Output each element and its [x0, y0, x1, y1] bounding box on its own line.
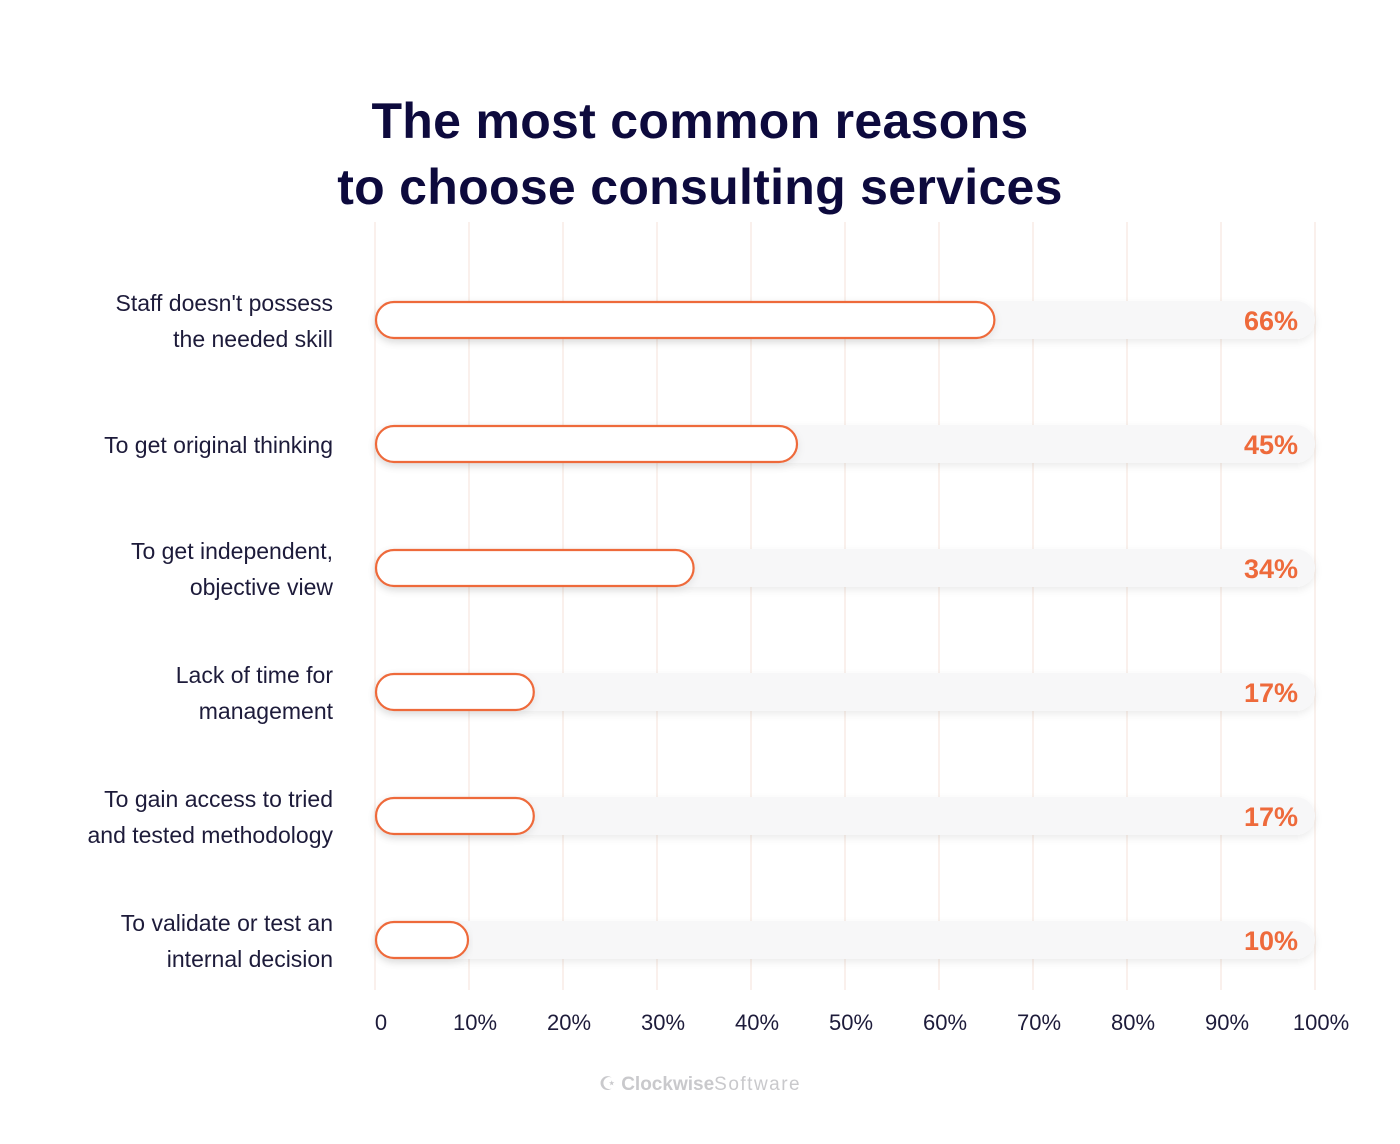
value-label: 17% [1244, 678, 1298, 708]
bar-track [375, 921, 1315, 959]
bar [374, 548, 695, 588]
category-label: and tested methodology [87, 822, 333, 848]
category-label: management [199, 698, 334, 724]
brand-logo: ☪ ClockwiseSoftware [0, 1073, 1400, 1096]
x-tick-label: 80% [1111, 1010, 1155, 1035]
value-label: 17% [1244, 802, 1298, 832]
x-tick-label: 90% [1205, 1010, 1249, 1035]
category-label: Staff doesn't possess [116, 290, 334, 316]
bar-track [375, 797, 1315, 835]
category-label: To validate or test an [121, 910, 333, 936]
value-label: 10% [1244, 926, 1298, 956]
bar [374, 920, 470, 960]
x-tick-label: 30% [641, 1010, 685, 1035]
value-label: 45% [1244, 430, 1298, 460]
category-label: the needed skill [173, 326, 333, 352]
category-label: objective view [190, 574, 334, 600]
logo-text-1: Clockwise [621, 1074, 715, 1095]
bar [374, 424, 799, 464]
category-label: internal decision [167, 946, 333, 972]
x-tick-label: 10% [453, 1010, 497, 1035]
x-tick-label: 70% [1017, 1010, 1061, 1035]
chart-title: The most common reasons to choose consul… [0, 88, 1400, 220]
bar-track [375, 673, 1315, 711]
x-tick-label: 20% [547, 1010, 591, 1035]
x-tick-label: 50% [829, 1010, 873, 1035]
category-label: To get original thinking [104, 432, 333, 458]
value-label: 66% [1244, 306, 1298, 336]
category-label: To gain access to tried [104, 786, 333, 812]
title-line-2: to choose consulting services [337, 159, 1063, 215]
bar [374, 672, 535, 712]
x-tick-label: 100% [1293, 1010, 1349, 1035]
category-label: Lack of time for [176, 662, 334, 688]
bar [374, 300, 996, 340]
logo-icon: ☪ [598, 1074, 616, 1095]
category-label: To get independent, [131, 538, 333, 564]
x-tick-label: 0 [375, 1010, 387, 1035]
title-line-1: The most common reasons [371, 93, 1029, 149]
x-tick-label: 40% [735, 1010, 779, 1035]
x-tick-label: 60% [923, 1010, 967, 1035]
logo-text-2: Software [714, 1074, 802, 1095]
bar [374, 796, 535, 836]
value-label: 34% [1244, 554, 1298, 584]
